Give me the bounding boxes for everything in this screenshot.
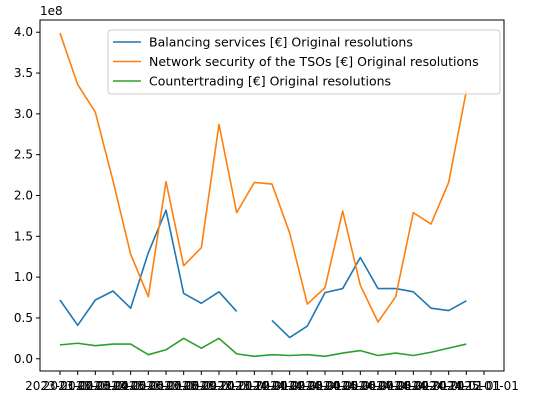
x-tick-label: 2025-01-01 <box>449 379 519 393</box>
x-tick-label: 2024-01-01 <box>237 379 307 393</box>
x-tick-label: 2023-11-01 <box>202 379 272 393</box>
legend: Balancing services [€] Original resoluti… <box>107 29 501 95</box>
x-tick-label: 2024-07-01 <box>343 379 413 393</box>
x-tick-label: 2023-07-01 <box>131 379 201 393</box>
series-line <box>59 209 467 339</box>
y-tick-label: 0.0 <box>14 352 33 366</box>
x-tick-label: 2023-04-01 <box>78 379 148 393</box>
legend-box <box>107 29 501 95</box>
y-tick-label: 1.5 <box>14 229 33 243</box>
x-tick-label: 2024-11-01 <box>414 379 484 393</box>
x-tick-label: 2023-12-01 <box>219 379 289 393</box>
x-tick-label: 2023-10-01 <box>184 379 254 393</box>
y-tick-label: 1.0 <box>14 270 33 284</box>
y-tick-label: 2.0 <box>14 189 33 203</box>
x-tick-label: 2024-06-01 <box>325 379 395 393</box>
x-tick-label: 2024-02-01 <box>255 379 325 393</box>
x-tick-label: 2024-03-01 <box>272 379 342 393</box>
x-tick-label: 2023-01-01 <box>25 379 95 393</box>
x-tick-label: 2023-03-01 <box>60 379 130 393</box>
x-tick-label: 2023-06-01 <box>113 379 183 393</box>
y-tick-label: 4.0 <box>14 25 33 39</box>
x-axis-ticks: 2023-01-012023-02-012023-03-012023-04-01… <box>25 371 519 393</box>
legend-label: Balancing services [€] Original resoluti… <box>149 35 413 50</box>
x-tick-label: 2024-12-01 <box>431 379 501 393</box>
x-tick-label: 2024-10-01 <box>396 379 466 393</box>
x-tick-label: 2023-05-01 <box>96 379 166 393</box>
x-tick-label: 2024-09-01 <box>378 379 448 393</box>
y-axis-ticks: 0.0 0.5 1.0 1.5 2.0 2.5 3.0 3.5 4.0 <box>14 25 40 366</box>
y-tick-label: 2.5 <box>14 148 33 162</box>
legend-label: Countertrading [€] Original resolutions <box>149 74 391 89</box>
series-lines <box>59 32 468 358</box>
legend-label: Network security of the TSOs [€] Origina… <box>149 54 479 69</box>
x-tick-label: 2024-05-01 <box>308 379 378 393</box>
series-line <box>59 337 467 358</box>
y-tick-label: 3.5 <box>14 66 33 80</box>
x-tick-label: 2023-02-01 <box>43 379 113 393</box>
x-tick-label: 2024-04-01 <box>290 379 360 393</box>
series-line <box>59 32 468 323</box>
x-tick-label: 2023-08-01 <box>149 379 219 393</box>
x-tick-label: 2024-08-01 <box>361 379 431 393</box>
x-tick-label: 2023-09-01 <box>166 379 236 393</box>
y-tick-label: 3.0 <box>14 107 33 121</box>
y-axis-offset-label: 1e8 <box>40 4 63 18</box>
y-tick-label: 0.5 <box>14 311 33 325</box>
